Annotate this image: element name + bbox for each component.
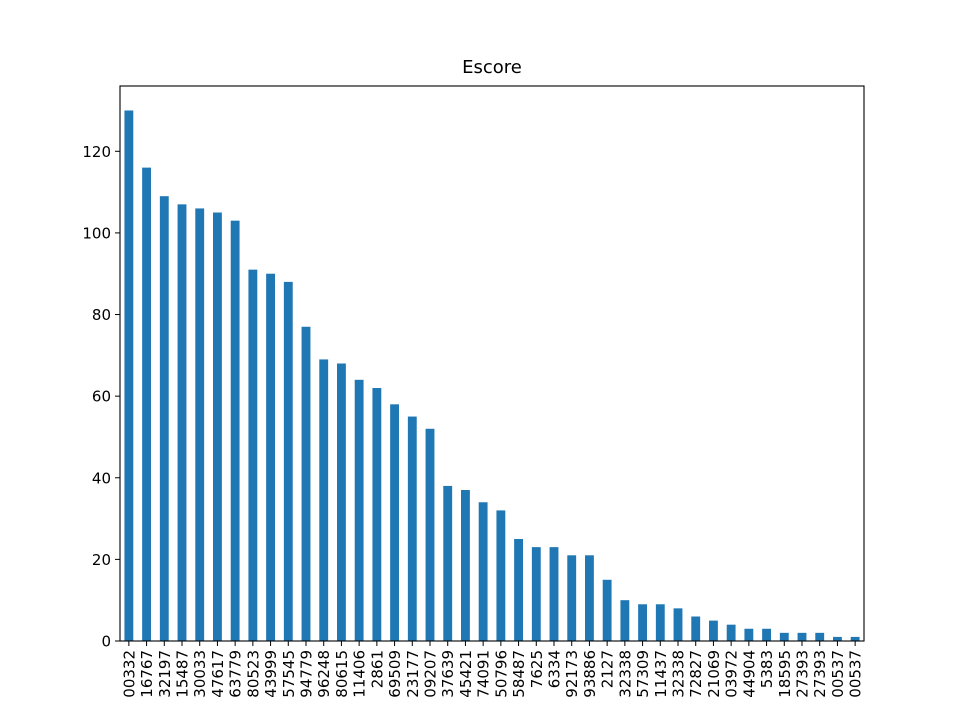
bar <box>230 220 240 642</box>
bar <box>390 404 399 641</box>
x-tick-label: 23177 <box>404 650 422 698</box>
bar <box>425 428 435 641</box>
x-tick-label: 96248 <box>315 650 333 698</box>
bar <box>850 636 860 641</box>
bar <box>638 604 647 641</box>
bar <box>213 212 222 641</box>
x-tick-label: 7625 <box>528 650 546 688</box>
y-tick-label: 80 <box>92 306 111 324</box>
bar <box>372 387 382 641</box>
bar <box>585 555 594 641</box>
bar <box>407 416 417 641</box>
x-tick-label: 32338 <box>670 650 688 698</box>
bar <box>337 363 346 641</box>
x-tick-label: 2127 <box>599 650 617 688</box>
x-tick-label: 6334 <box>546 650 564 688</box>
x-tick-label: 18595 <box>776 650 794 698</box>
bar <box>567 555 577 641</box>
bar <box>248 269 258 641</box>
x-tick-label: 27393 <box>811 650 829 698</box>
x-tick-label: 57545 <box>280 650 298 698</box>
x-tick-label: 58487 <box>510 650 528 698</box>
bar <box>531 547 541 641</box>
x-tick-label: 72827 <box>687 650 705 698</box>
x-tick-label: 47617 <box>209 650 227 698</box>
bar <box>620 600 630 641</box>
bar <box>461 490 470 641</box>
x-tick-label: 09207 <box>422 650 440 698</box>
x-tick-label: 43999 <box>262 650 280 698</box>
x-tick-label: 32338 <box>616 650 634 698</box>
bar <box>177 204 187 641</box>
x-tick-label: 11437 <box>652 650 670 698</box>
bar <box>514 538 523 641</box>
chart-title: Escore <box>462 57 522 78</box>
bar <box>673 608 683 641</box>
bar <box>354 379 364 641</box>
axes-frame <box>119 85 865 642</box>
y-tick-label: 120 <box>82 143 111 161</box>
bar <box>655 604 665 641</box>
bar <box>496 510 506 641</box>
x-tick-label: 80523 <box>244 650 262 698</box>
x-tick-label: 16767 <box>138 650 156 698</box>
x-tick-label: 5383 <box>758 650 776 688</box>
y-tick-label: 0 <box>101 633 111 651</box>
bar <box>266 273 275 641</box>
bar <box>301 326 311 641</box>
bar <box>443 485 453 641</box>
x-tick-label: 37639 <box>439 650 457 698</box>
x-tick-label: 21069 <box>705 650 723 698</box>
x-tick-label: 74091 <box>475 650 493 698</box>
x-tick-label: 32197 <box>156 650 174 698</box>
bar <box>319 359 329 641</box>
bar <box>549 547 559 641</box>
bar <box>159 196 169 641</box>
bar <box>602 579 612 641</box>
y-tick-label: 100 <box>82 224 111 242</box>
x-tick-label: 03972 <box>723 650 741 698</box>
x-tick-label: 00537 <box>829 650 847 698</box>
x-tick-label: 11406 <box>351 650 369 698</box>
bar <box>195 208 205 641</box>
bar <box>762 628 771 641</box>
x-tick-label: 30033 <box>191 650 209 698</box>
y-tick-label: 60 <box>92 388 111 406</box>
x-tick-label: 44904 <box>740 650 758 698</box>
plot-area: 0 20 40 60 80 100 120 00332 16767 32197 15487 30033… <box>82 85 865 698</box>
bar <box>833 636 842 641</box>
x-tick-label: 69509 <box>386 650 404 698</box>
bar <box>797 632 807 641</box>
bar <box>691 616 701 641</box>
x-tick-label: 63779 <box>227 650 245 698</box>
x-tick-label: 45421 <box>457 650 475 698</box>
x-tick-label: 80615 <box>333 650 351 698</box>
y-tick-label: 40 <box>92 469 111 487</box>
bar <box>726 624 736 641</box>
bar <box>283 281 293 641</box>
x-tick-label: 27393 <box>794 650 812 698</box>
x-tick-label: 94779 <box>298 650 316 698</box>
bar <box>744 628 754 641</box>
x-tick-label: 2861 <box>368 650 386 688</box>
bar <box>142 167 151 641</box>
bar <box>709 620 718 641</box>
y-tick-label: 20 <box>92 551 111 569</box>
x-tick-label: 00332 <box>120 650 138 698</box>
x-tick-label: 92173 <box>563 650 581 698</box>
x-tick-label: 00537 <box>847 650 865 698</box>
bar <box>124 110 134 642</box>
bar <box>815 632 825 641</box>
bar <box>779 632 789 641</box>
x-tick-label: 93886 <box>581 650 599 698</box>
x-tick-label: 15487 <box>174 650 192 698</box>
x-tick-label: 50796 <box>492 650 510 698</box>
bar <box>478 502 488 641</box>
x-tick-label: 57309 <box>634 650 652 698</box>
